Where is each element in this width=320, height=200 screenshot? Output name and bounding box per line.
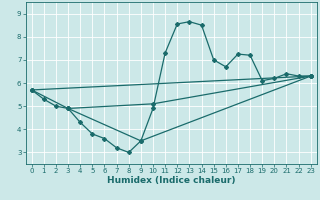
X-axis label: Humidex (Indice chaleur): Humidex (Indice chaleur) — [107, 176, 236, 185]
